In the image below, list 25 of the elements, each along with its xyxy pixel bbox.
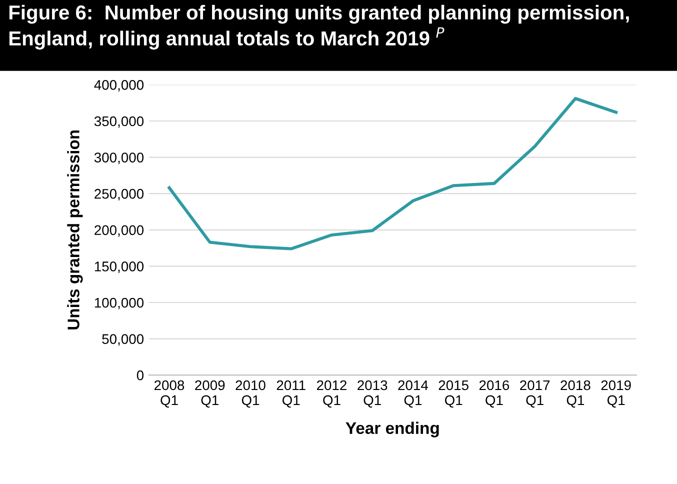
- x-tick-label: 2013 Q1: [358, 380, 388, 408]
- x-tick-label: 2011 Q1: [276, 380, 306, 408]
- line-series: [168, 96, 618, 250]
- x-tick-label: 2012 Q1: [316, 380, 346, 408]
- y-tick-label: 150,000: [94, 262, 144, 274]
- y-tick-label: 0: [136, 370, 144, 380]
- y-tick-label: 350,000: [94, 116, 144, 128]
- y-tick-label: 300,000: [94, 152, 144, 164]
- y-tick-label: 400,000: [94, 80, 144, 92]
- y-axis-title: Units granted permission: [67, 130, 83, 330]
- chart-title: Figure 6: Number of housing units granted planning permission, England, rolling annual totals to March 2019 $^{P}$: [9, 4, 629, 50]
- x-tick-label: 2019 Q1: [601, 380, 631, 408]
- x-axis-title: Year ending: [346, 422, 439, 438]
- x-tick-label: 2018 Q1: [560, 380, 590, 408]
- x-tick-label: 2009 Q1: [195, 380, 225, 408]
- x-tick-label: 2016 Q1: [479, 380, 510, 408]
- x-tick-label: 2017 Q1: [520, 380, 550, 408]
- x-tick-label: 2008 Q1: [154, 380, 184, 408]
- y-tick-label: 200,000: [94, 225, 144, 237]
- x-tick-label: 2010 Q1: [236, 380, 266, 408]
- y-tick-label: 100,000: [94, 298, 144, 310]
- x-tick-label: 2015 Q1: [438, 380, 468, 408]
- y-tick-label: 50,000: [102, 334, 144, 346]
- y-tick-label: 250,000: [94, 188, 144, 200]
- x-tick-label: 2014 Q1: [398, 380, 428, 408]
